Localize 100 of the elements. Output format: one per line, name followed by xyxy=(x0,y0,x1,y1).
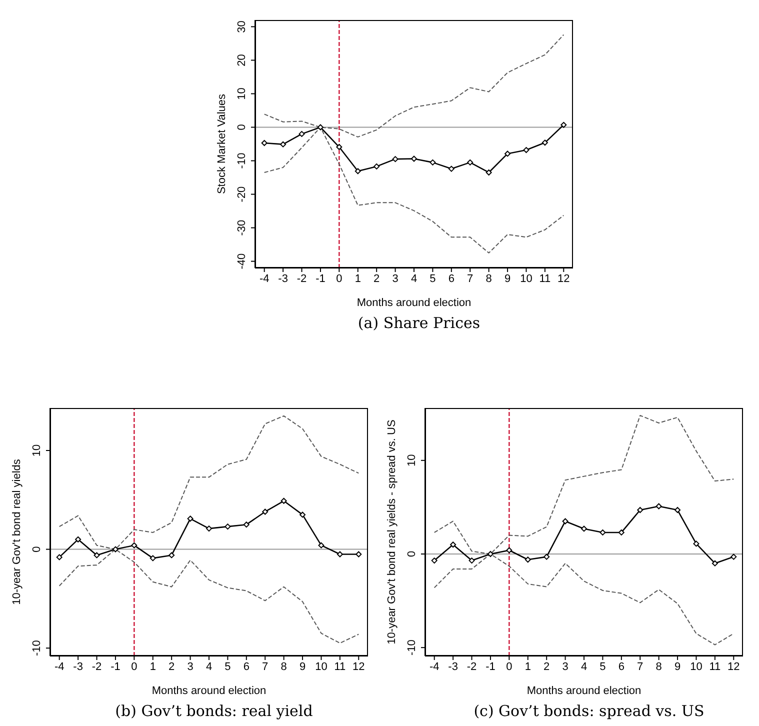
x-tick-label: 6 xyxy=(243,660,250,673)
x-tick-label: -1 xyxy=(316,272,326,285)
x-tick-label: 4 xyxy=(206,660,212,673)
point xyxy=(300,512,306,518)
point xyxy=(56,554,62,560)
x-tick-label: 8 xyxy=(486,272,492,285)
point xyxy=(262,508,268,515)
point xyxy=(168,552,175,558)
x-tick-label: 8 xyxy=(656,660,662,673)
point xyxy=(674,507,681,514)
x-tick-label: 1 xyxy=(150,660,156,673)
point xyxy=(581,526,587,532)
x-tick-label: 11 xyxy=(334,660,346,673)
point xyxy=(112,546,118,552)
x-tick-label: 9 xyxy=(299,660,306,673)
point xyxy=(523,147,530,154)
y-tick-label: 10 xyxy=(31,444,43,457)
y-tick-label: -10 xyxy=(31,640,43,656)
x-tick-label: 0 xyxy=(131,660,138,673)
x-tick-label: 3 xyxy=(187,660,194,673)
text: (c) Gov’t bonds: spread vs. US xyxy=(472,702,706,720)
x-tick-label: 5 xyxy=(430,272,436,285)
point xyxy=(560,122,567,128)
x-tick-label: 11 xyxy=(539,272,551,285)
x-tick-label: -2 xyxy=(296,272,307,285)
x-axis-title: Months around election xyxy=(526,685,642,697)
x-tick-label: 1 xyxy=(524,660,531,673)
x-tick-label: 7 xyxy=(467,272,474,285)
point xyxy=(243,522,250,528)
x-tick-label: 10 xyxy=(690,660,702,673)
text: (b) Gov’t bonds: real yield xyxy=(114,702,314,720)
point xyxy=(542,140,548,146)
point xyxy=(450,542,456,548)
point xyxy=(356,551,362,558)
x-tick-label: 0 xyxy=(336,272,342,285)
x-tick-label: 2 xyxy=(168,660,175,673)
point xyxy=(131,542,138,548)
x-tick-label: 9 xyxy=(674,660,681,673)
y-tick-label: 0 xyxy=(406,550,418,558)
point xyxy=(730,554,737,560)
point xyxy=(392,156,398,162)
x-tick-label: -2 xyxy=(92,660,102,673)
point xyxy=(187,516,194,522)
x-tick-label: 5 xyxy=(600,660,606,673)
y-tick-label: 20 xyxy=(236,54,248,66)
point xyxy=(336,144,342,150)
point xyxy=(411,156,417,162)
y-axis-title: 10-year Gov't bond real yields xyxy=(10,458,23,605)
x-tick-label: 12 xyxy=(352,660,365,673)
y-tick-label: -10 xyxy=(236,152,248,169)
point xyxy=(280,141,286,148)
x-tick-label: -4 xyxy=(54,660,64,673)
x-tick-label: 1 xyxy=(354,272,361,285)
point xyxy=(448,166,454,172)
x-tick-label: -2 xyxy=(466,660,477,673)
point xyxy=(261,140,268,146)
point xyxy=(280,498,287,504)
x-tick-label: -3 xyxy=(278,272,288,285)
point xyxy=(318,542,324,548)
y-axis-title: 10-year Gov't bond real yields - spread vs. US xyxy=(386,420,398,644)
x-axis-title: Months around election xyxy=(356,297,472,309)
point xyxy=(656,503,662,510)
x-tick-label: 2 xyxy=(544,660,550,673)
point xyxy=(354,168,361,174)
point xyxy=(487,550,494,557)
x-tick-label: 12 xyxy=(728,660,740,673)
y-tick-label: 0 xyxy=(31,546,43,552)
y-tick-label: -20 xyxy=(236,186,248,202)
point xyxy=(618,529,624,536)
x-tick-label: 10 xyxy=(315,660,328,673)
x-tick-label: 7 xyxy=(262,660,268,673)
x-tick-label: 3 xyxy=(392,272,398,285)
point xyxy=(431,558,438,564)
line-series xyxy=(264,34,564,138)
point xyxy=(467,159,474,166)
y-axis-title: Stock Market Values xyxy=(216,93,228,194)
y-tick-label: -10 xyxy=(406,640,418,656)
x-tick-label: 11 xyxy=(709,660,721,673)
y-tick-label: 10 xyxy=(406,454,418,467)
y-tick-label: -30 xyxy=(236,220,248,236)
point xyxy=(600,529,606,536)
point xyxy=(468,558,475,564)
x-tick-label: -1 xyxy=(110,660,120,673)
x-tick-label: 0 xyxy=(506,660,512,673)
x-tick-label: 4 xyxy=(580,660,588,673)
x-tick-label: 8 xyxy=(280,660,287,673)
point xyxy=(206,526,212,532)
x-tick-label: 4 xyxy=(410,272,418,285)
point xyxy=(336,551,343,558)
point xyxy=(524,556,531,563)
text: (a) Share Prices xyxy=(356,314,482,332)
x-tick-label: 3 xyxy=(562,660,568,673)
x-axis-title: Months around election xyxy=(152,685,266,697)
point xyxy=(562,518,568,524)
point xyxy=(486,169,492,176)
x-tick-label: -3 xyxy=(73,660,83,673)
point xyxy=(637,507,644,514)
point xyxy=(298,130,305,137)
x-tick-label: -4 xyxy=(259,272,270,285)
point xyxy=(544,554,550,560)
